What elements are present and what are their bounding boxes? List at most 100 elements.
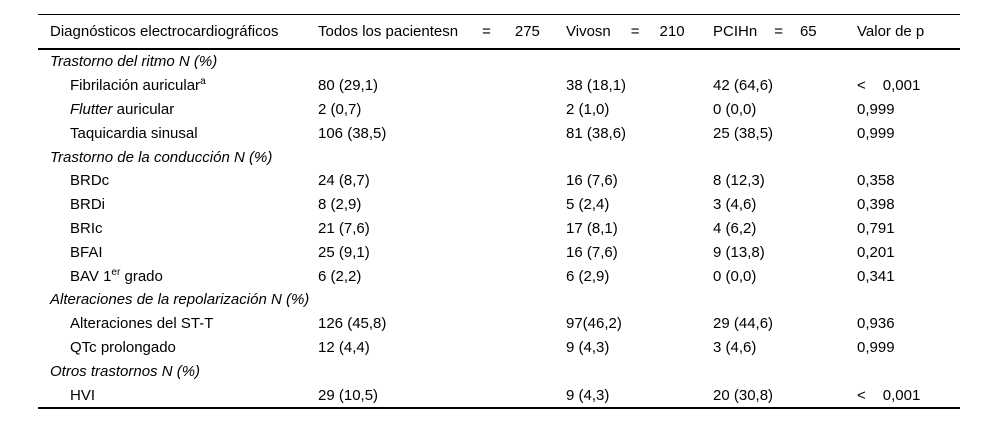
table-row: Fibrilación auriculara 80 (29,1) 38 (18,… [38,74,960,98]
cell-all-patients: 8 (2,9) [318,196,362,214]
equals-sign: = [482,23,491,40]
table-row-section: Trastorno del ritmo N (%) [38,50,960,74]
cell-pcih: 0 (0,0) [713,100,757,118]
table-row: BRDc 24 (8,7) 16 (7,6) 8 (12,3) 0,358 [38,169,960,193]
cell-all-patients: 29 (10,5) [318,386,379,404]
cell-alive: 16 (7,6) [566,172,618,190]
cell-pcih: 3 (4,6) [713,196,757,214]
cell-alive: 9 (4,3) [566,338,610,356]
cell-all-patients: 106 (38,5) [318,124,387,142]
table-row: Taquicardia sinusal 106 (38,5) 81 (38,6)… [38,121,960,145]
section-label: Trastorno del ritmo N (%) [50,53,218,71]
cell-all-patients: 25 (9,1) [318,243,370,261]
header-pcih-n: 65 [799,23,817,40]
section-label: Alteraciones de la repolarización N (%) [50,291,310,309]
row-label: BRIc [70,219,103,237]
table-header-row: Diagnósticos electrocardiográficos Todos… [38,15,960,48]
table-row: HVI 29 (10,5) 9 (4,3) 20 (30,8) <0,001 [38,383,960,407]
row-label-text-rest: grado [120,267,163,285]
table-bottom-rule [38,406,960,409]
row-label: Fibrilación auriculara [38,76,318,95]
cell-pcih: 29 (44,6) [713,315,774,333]
row-label-italic: Flutter [70,100,113,118]
cell-alive: 16 (7,6) [566,243,618,261]
header-all-patients-label: Todos los pacientesn [318,23,459,40]
row-label-text: Fibrilación auricular [70,77,201,95]
cell-p-value: 0,791 [857,219,895,237]
cell-alive: 2 (1,0) [566,100,610,118]
equals-sign: = [774,23,783,40]
row-label-text: BAV 1 [70,267,112,285]
row-label: BRDi [70,196,106,214]
cell-alive: 17 (8,1) [566,219,618,237]
less-than-sign: < [857,386,866,404]
equals-sign: = [630,23,640,40]
superscript: er [111,266,121,278]
row-label: Taquicardia sinusal [70,124,198,142]
cell-all-patients: 12 (4,4) [318,338,370,356]
header-all-patients: Todos los pacientesn = 275 [318,23,566,40]
header-pcih-label: PCIHn [713,23,758,40]
cell-p-value: 0,999 [857,124,895,142]
table-row: BAV 1er grado 6 (2,2) 6 (2,9) 0 (0,0) 0,… [38,264,960,288]
header-alive: Vivosn = 210 [566,23,713,40]
header-diagnostics: Diagnósticos electrocardiográficos [50,23,279,40]
p-value-text: 0,001 [882,386,921,404]
table-row: BRDi 8 (2,9) 5 (2,4) 3 (4,6) 0,398 [38,193,960,217]
table-row: BFAI 25 (9,1) 16 (7,6) 9 (13,8) 0,201 [38,240,960,264]
cell-all-patients: 21 (7,6) [318,219,370,237]
ecg-diagnoses-table: Diagnósticos electrocardiográficos Todos… [38,14,960,409]
cell-p-value: 0,201 [857,243,895,261]
superscript: a [200,76,206,88]
cell-p-value: <0,001 [857,77,960,94]
header-separator-rule [38,48,960,50]
cell-alive: 97(46,2) [566,315,622,333]
cell-pcih: 25 (38,5) [713,124,774,142]
cell-all-patients: 126 (45,8) [318,315,387,333]
cell-p-value: 0,999 [857,338,895,356]
cell-pcih: 42 (64,6) [713,77,774,95]
cell-all-patients: 2 (0,7) [318,100,362,118]
cell-p-value: 0,398 [857,196,895,214]
row-label: BAV 1er grado [38,266,318,285]
cell-p-value: 0,999 [857,100,895,118]
cell-pcih: 20 (30,8) [713,386,774,404]
cell-all-patients: 80 (29,1) [318,77,379,95]
table-row: Flutter auricular 2 (0,7) 2 (1,0) 0 (0,0… [38,98,960,122]
cell-pcih: 0 (0,0) [713,267,757,285]
row-label: BFAI [70,243,103,261]
header-pcih: PCIHn = 65 [713,23,857,40]
table-row: Alteraciones del ST-T 126 (45,8) 97(46,2… [38,312,960,336]
cell-alive: 5 (2,4) [566,196,610,214]
less-than-sign: < [857,77,866,95]
header-all-patients-n: 275 [514,23,540,40]
header-p-value: Valor de p [857,23,925,40]
row-label: Flutter auricular [38,101,318,118]
row-label: HVI [70,386,96,404]
section-label: Otros trastornos N (%) [50,362,201,380]
row-label: QTc prolongado [70,338,176,356]
header-alive-n: 210 [659,23,685,40]
cell-alive: 9 (4,3) [566,386,610,404]
cell-pcih: 9 (13,8) [713,243,765,261]
cell-alive: 81 (38,6) [566,124,627,142]
row-label-text: auricular [112,100,175,118]
cell-p-value: 0,358 [857,172,895,190]
table-top-rule [38,14,960,15]
table-row-section: Alteraciones de la repolarización N (%) [38,288,960,312]
cell-p-value: 0,936 [857,315,895,333]
row-label: Alteraciones del ST-T [70,315,214,333]
header-alive-label: Vivosn [566,23,611,40]
p-value-text: 0,001 [882,77,921,95]
section-label: Trastorno de la conducción N (%) [50,148,273,166]
cell-alive: 38 (18,1) [566,77,627,95]
cell-pcih: 3 (4,6) [713,338,757,356]
cell-all-patients: 24 (8,7) [318,172,370,190]
cell-p-value: 0,341 [857,267,895,285]
table-row: BRIc 21 (7,6) 17 (8,1) 4 (6,2) 0,791 [38,217,960,241]
table-row-section: Otros trastornos N (%) [38,359,960,383]
cell-pcih: 8 (12,3) [713,172,765,190]
table-row: QTc prolongado 12 (4,4) 9 (4,3) 3 (4,6) … [38,336,960,360]
cell-alive: 6 (2,9) [566,267,610,285]
cell-p-value: <0,001 [857,387,960,404]
